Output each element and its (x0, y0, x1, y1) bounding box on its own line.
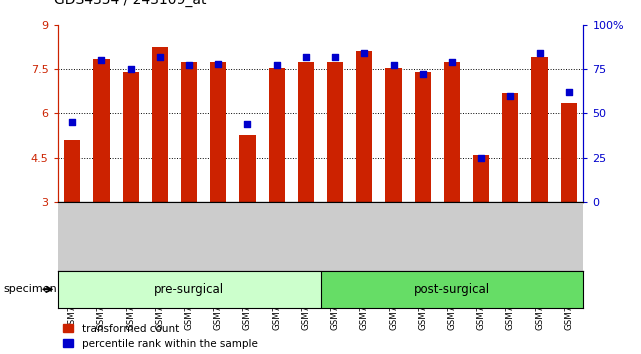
Bar (94, 59, 110, 202)
Bar (240, 136, 256, 202)
Bar (444, 62, 460, 202)
Point (359, 50, 369, 56)
Text: pre-surgical: pre-surgical (154, 283, 224, 296)
Text: GDS4354 / 243109_at: GDS4354 / 243109_at (54, 0, 207, 7)
Bar (531, 57, 547, 202)
Text: post-surgical: post-surgical (414, 283, 490, 296)
Point (301, 54, 311, 59)
Bar (122, 72, 138, 202)
Legend: transformed count, percentile rank within the sample: transformed count, percentile rank withi… (63, 324, 258, 349)
Point (476, 155, 487, 160)
Bar (385, 68, 401, 202)
Point (388, 63, 399, 68)
Bar (152, 47, 168, 202)
Point (242, 121, 253, 127)
Point (154, 54, 165, 59)
Bar (327, 62, 343, 202)
Text: specimen: specimen (3, 284, 57, 295)
Bar (561, 103, 577, 202)
Point (96, 57, 106, 63)
Bar (64, 140, 80, 202)
Bar (415, 72, 431, 202)
Point (447, 59, 457, 65)
Point (563, 89, 574, 95)
Bar (503, 93, 519, 202)
Point (330, 54, 340, 59)
Point (126, 66, 136, 72)
Point (213, 61, 224, 67)
Point (67, 119, 78, 125)
Point (272, 63, 282, 68)
Point (505, 93, 515, 98)
Point (184, 63, 194, 68)
Bar (181, 62, 197, 202)
Point (417, 72, 428, 77)
Bar (58, 271, 320, 308)
Bar (269, 68, 285, 202)
Bar (298, 62, 314, 202)
Point (535, 50, 545, 56)
Bar (473, 155, 489, 202)
Bar (320, 271, 583, 308)
Bar (210, 62, 226, 202)
Bar (356, 51, 372, 202)
